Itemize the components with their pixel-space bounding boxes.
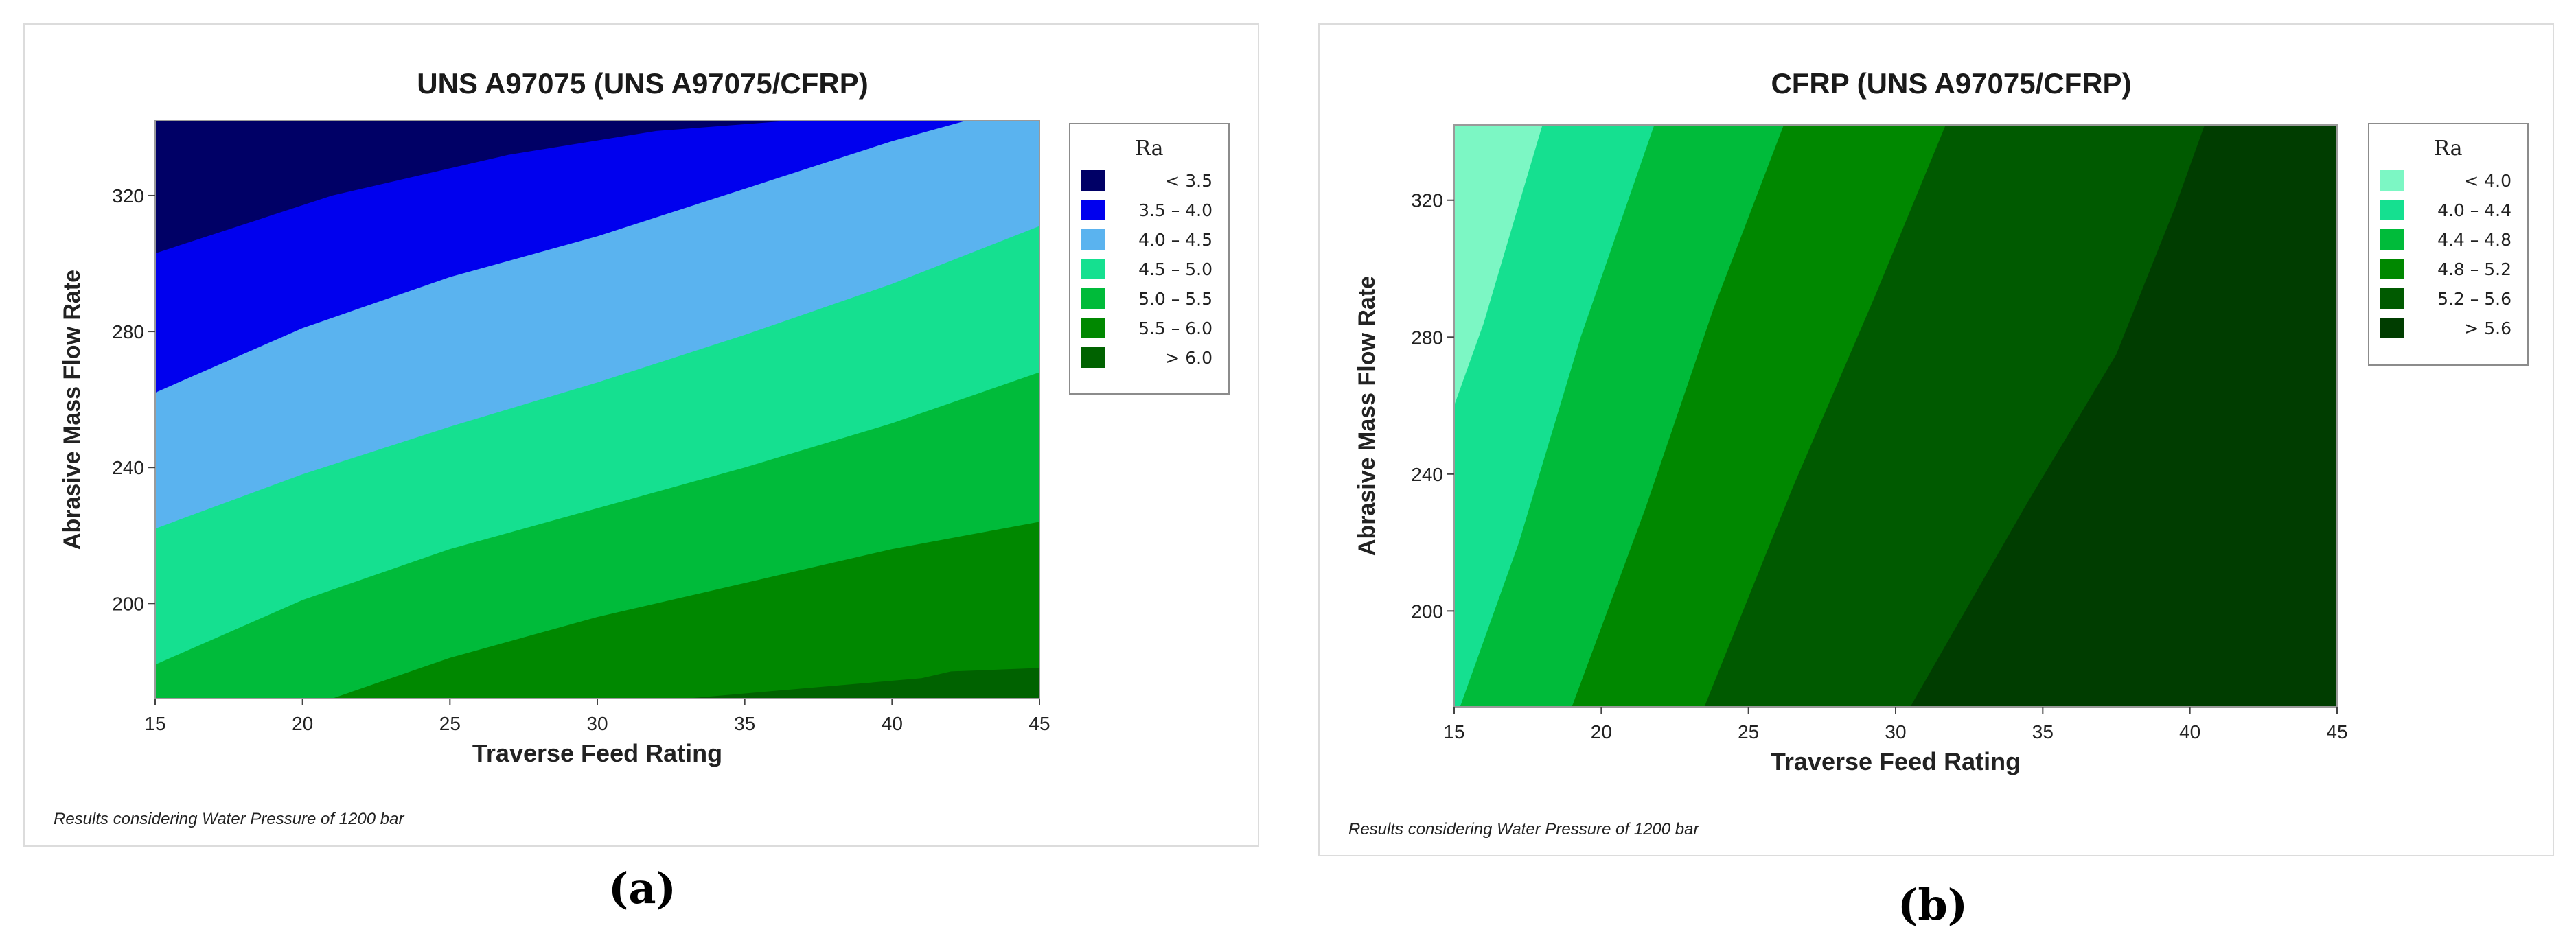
x-tick-label: 20 <box>292 713 313 734</box>
contour-panel-b: 15 20 25 30 35 40 45 200 240 280 320 CFRP (UNS A970… <box>1318 23 2554 856</box>
legend-label: 3.5 – 4.0 <box>1138 200 1212 220</box>
legend-swatch <box>2380 229 2404 250</box>
legend-swatch <box>2380 318 2404 338</box>
legend-label: 4.4 – 4.8 <box>2437 230 2511 250</box>
x-tick-label: 30 <box>1885 721 1906 743</box>
legend: Ra< 4.0 4.0 – 4.4 4.4 – 4.8 4.8 – 5.2 5.2 – … <box>2368 123 2529 366</box>
contour-region <box>1454 125 1655 707</box>
legend-swatch <box>1081 170 1105 191</box>
y-tick-label: 320 <box>112 185 144 207</box>
x-tick-label: 20 <box>1591 721 1612 743</box>
legend-swatch <box>1081 229 1105 250</box>
x-tick-label: 30 <box>586 713 608 734</box>
contour-panel-a: 15 20 25 30 35 40 45 200 240 280 320 UNS A97075 (UN… <box>23 23 1259 847</box>
contour-regions <box>1454 125 2337 707</box>
legend-swatch <box>1081 288 1105 309</box>
legend-label: 5.5 – 6.0 <box>1138 318 1212 338</box>
y-tick-label: 280 <box>112 321 144 342</box>
legend-swatch <box>1081 259 1105 279</box>
y-axis-label: Abrasive Mass Flow Rate <box>1354 276 1380 556</box>
footnote: Results considering Water Pressure of 12… <box>1348 820 1699 839</box>
legend-label: > 6.0 <box>1165 348 1212 368</box>
y-axis-label: Abrasive Mass Flow Rate <box>59 270 85 550</box>
y-tick-label: 320 <box>1411 190 1443 211</box>
legend-title: Ra <box>2434 137 2462 161</box>
legend-swatch <box>1081 347 1105 368</box>
x-tick-label: 45 <box>2326 721 2347 743</box>
legend-label: > 5.6 <box>2464 318 2511 338</box>
contour-region <box>1454 125 1543 406</box>
legend-swatch <box>2380 170 2404 191</box>
x-axis-label: Traverse Feed Rating <box>1771 747 2021 775</box>
legend-label: 4.8 – 5.2 <box>2437 259 2511 279</box>
chart-title: CFRP (UNS A97075/CFRP) <box>1771 67 2131 100</box>
legend-swatch <box>2380 200 2404 220</box>
legend-label: 4.0 – 4.4 <box>2437 200 2511 220</box>
x-tick-label: 35 <box>734 713 755 734</box>
legend-swatch <box>1081 318 1105 338</box>
contour-region <box>155 121 790 254</box>
legend-label: 5.0 – 5.5 <box>1138 289 1212 309</box>
legend-label: 4.0 – 4.5 <box>1138 230 1212 250</box>
x-axis-label: Traverse Feed Rating <box>472 739 722 767</box>
legend-label: < 4.0 <box>2464 171 2511 191</box>
x-tick-label: 40 <box>882 713 903 734</box>
legend-swatch <box>2380 259 2404 279</box>
chart-title: UNS A97075 (UNS A97075/CFRP) <box>417 67 868 100</box>
y-tick-label: 240 <box>112 457 144 478</box>
legend-label: 4.5 – 5.0 <box>1138 259 1212 279</box>
x-tick-label: 25 <box>1738 721 1759 743</box>
footnote: Results considering Water Pressure of 12… <box>54 810 404 828</box>
legend-label: 5.2 – 5.6 <box>2437 289 2511 309</box>
contour-chart-b: 15 20 25 30 35 40 45 200 240 280 320 CFRP (UNS A970… <box>1348 67 2529 839</box>
contour-regions <box>155 121 1039 699</box>
legend-swatch <box>2380 288 2404 309</box>
x-tick-label: 40 <box>2179 721 2200 743</box>
contour-chart-a: 15 20 25 30 35 40 45 200 240 280 320 UNS A97075 (UN… <box>54 67 1230 828</box>
y-tick-label: 200 <box>112 593 144 614</box>
y-tick-label: 240 <box>1411 464 1443 485</box>
legend: Ra< 3.5 3.5 – 4.0 4.0 – 4.5 4.5 – 5.0 5.0 – … <box>1069 123 1230 395</box>
legend-swatch <box>1081 200 1105 220</box>
y-tick-label: 200 <box>1411 600 1443 622</box>
x-tick-label: 35 <box>2032 721 2054 743</box>
x-tick-label: 25 <box>439 713 461 734</box>
panel-caption-a: (a) <box>608 863 676 913</box>
legend-label: < 3.5 <box>1165 171 1212 191</box>
x-tick-label: 15 <box>1443 721 1464 743</box>
y-tick-label: 280 <box>1411 327 1443 348</box>
x-tick-label: 15 <box>144 713 165 734</box>
panel-caption-b: (b) <box>1898 880 1968 930</box>
x-tick-label: 45 <box>1028 713 1050 734</box>
legend-title: Ra <box>1135 137 1163 161</box>
